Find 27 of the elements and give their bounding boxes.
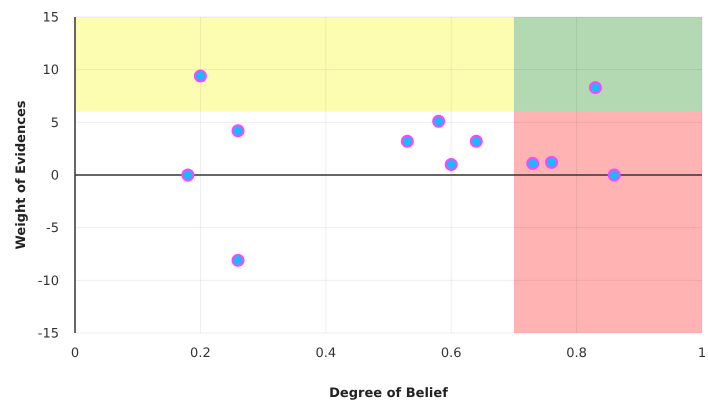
x-tick-label: 0.8 <box>566 346 587 361</box>
point <box>526 156 540 170</box>
y-tick-label: 0 <box>50 168 59 184</box>
x-axis-title: Degree of Belief <box>329 386 448 401</box>
x-tick-label: 1 <box>698 346 706 361</box>
point <box>545 156 558 169</box>
y-tick-label: 15 <box>42 10 59 26</box>
y-tick-label: -5 <box>46 221 59 236</box>
y-tick-label: -10 <box>38 274 59 289</box>
x-tick-label: 0.4 <box>315 346 336 361</box>
x-tick-label: 0.6 <box>440 346 462 361</box>
point <box>181 168 194 182</box>
x-tick-label: 0.2 <box>190 346 211 361</box>
y-tick-label: 5 <box>50 116 59 131</box>
x-tick-label: 0 <box>70 346 80 361</box>
point <box>470 134 483 148</box>
point <box>444 158 458 171</box>
point <box>232 254 245 267</box>
point <box>232 124 245 138</box>
y-axis-title: Weight of Evidences <box>14 100 29 250</box>
point <box>400 134 414 148</box>
y-tick-label: -15 <box>38 326 59 342</box>
point <box>608 168 621 182</box>
y-tick-label: 10 <box>42 63 59 78</box>
point <box>194 69 207 82</box>
point <box>432 114 446 128</box>
point <box>588 81 602 94</box>
